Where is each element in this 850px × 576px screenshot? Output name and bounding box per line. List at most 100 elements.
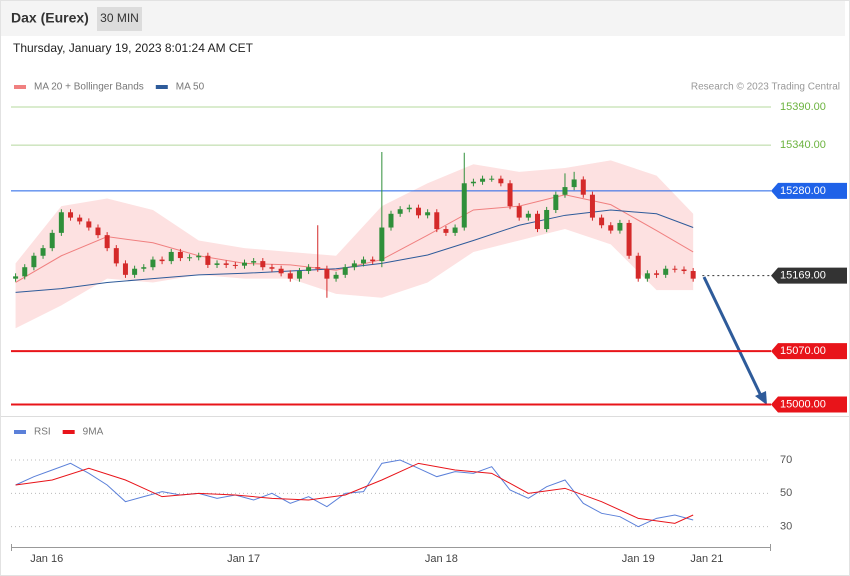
candle-body: [644, 273, 650, 279]
candle-body: [342, 267, 348, 275]
candle-body: [296, 271, 302, 279]
legend-swatch: [155, 85, 168, 89]
candle-body: [443, 229, 449, 233]
level-tag: [771, 182, 847, 199]
legend-label: MA 20 + Bollinger Bands: [34, 82, 144, 93]
series-line: [15, 462, 694, 524]
candle-body: [196, 255, 202, 258]
candle-body: [159, 259, 165, 262]
candle-body: [571, 179, 577, 188]
candle-body: [214, 263, 220, 265]
candle-body: [22, 267, 28, 277]
timestamp: Thursday, January 19, 2023 8:01:24 AM CE…: [13, 41, 254, 55]
candle-body: [461, 183, 467, 228]
level-label: 15070.00: [780, 345, 826, 357]
candle-body: [525, 213, 531, 218]
legend-swatch: [62, 430, 75, 434]
candle-body: [141, 267, 147, 269]
level-tag: [771, 396, 847, 413]
x-tick-label: Jan 19: [622, 553, 655, 565]
legend-label: 9MA: [83, 427, 104, 438]
candle-body: [589, 194, 595, 218]
candle-body: [516, 206, 522, 218]
candle-body: [241, 262, 247, 266]
candle-body: [663, 268, 669, 275]
forecast-arrowhead: [755, 391, 767, 405]
series-line: [15, 459, 694, 528]
level-label: 15390.00: [780, 101, 826, 113]
candle-body: [49, 232, 55, 249]
candle-body: [406, 207, 412, 210]
candle-body: [77, 217, 83, 222]
candle-body: [470, 181, 476, 184]
legend-label: MA 50: [176, 82, 205, 93]
candle-body: [104, 235, 110, 249]
candle-body: [635, 255, 641, 279]
candle-body: [324, 268, 330, 279]
interval-button[interactable]: [97, 7, 142, 31]
candle-body: [260, 261, 266, 268]
ma-line: [15, 194, 694, 283]
candle-body: [13, 276, 19, 279]
candle-body: [480, 178, 486, 182]
candle-body: [681, 269, 687, 272]
instrument-title: Dax (Eurex): [11, 10, 89, 26]
level-label: 15000.00: [780, 398, 826, 410]
candle-body: [232, 264, 238, 266]
candle-body: [370, 259, 376, 262]
candle-body: [361, 259, 367, 264]
y-tick-label: 50: [780, 487, 792, 499]
candle-body: [287, 273, 293, 279]
level-label: 15340.00: [780, 139, 826, 151]
y-tick-label: 30: [780, 521, 792, 533]
interval-label[interactable]: 30 MIN: [100, 11, 139, 25]
x-tick-label: Jan 21: [690, 553, 723, 565]
candle-body: [187, 257, 193, 259]
candle-body: [434, 212, 440, 230]
level-tag: [771, 343, 847, 360]
candle-body: [498, 178, 504, 184]
level-label: 15169.00: [780, 270, 826, 282]
y-tick-label: 70: [780, 454, 792, 466]
candle-body: [690, 271, 696, 279]
legend-swatch: [14, 430, 26, 434]
candle-body: [388, 213, 394, 228]
legend-label: RSI: [34, 427, 51, 438]
legend-swatch: [14, 85, 26, 89]
candle-body: [489, 178, 495, 180]
candle-body: [415, 207, 421, 216]
candle-body: [397, 209, 403, 214]
candle-body: [86, 221, 92, 228]
level-label: 15280.00: [780, 185, 826, 197]
candle-body: [562, 187, 568, 195]
candle-body: [580, 179, 586, 195]
candle-body: [626, 222, 632, 256]
candle-body: [278, 268, 284, 274]
candle-body: [599, 217, 605, 226]
candle-body: [113, 248, 119, 264]
candle-body: [40, 248, 46, 256]
candle-body: [306, 267, 312, 272]
x-tick-label: Jan 16: [30, 553, 63, 565]
candle-body: [168, 251, 174, 262]
candle-body: [58, 212, 64, 233]
candle-body: [654, 273, 660, 275]
level-tag: [771, 267, 847, 284]
candle-body: [452, 227, 458, 233]
candle-body: [672, 268, 678, 270]
candle-body: [223, 263, 229, 265]
bollinger-band: [15, 160, 694, 329]
candle-body: [553, 194, 559, 210]
x-tick-label: Jan 17: [227, 553, 260, 565]
candle-body: [315, 267, 321, 269]
candle-body: [333, 274, 339, 279]
candle-body: [150, 259, 156, 268]
candle-body: [425, 212, 431, 216]
candle-body: [122, 263, 128, 275]
candle-body: [608, 225, 614, 231]
candle-body: [95, 227, 101, 236]
candle-body: [535, 213, 541, 230]
candle-body: [617, 222, 623, 231]
